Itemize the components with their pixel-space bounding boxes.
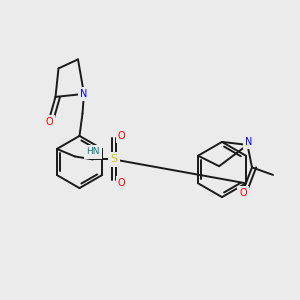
Text: O: O [239,188,247,198]
Text: N: N [245,137,253,147]
Text: O: O [118,178,125,188]
Text: S: S [110,154,118,164]
Text: O: O [46,117,53,128]
Text: HN: HN [86,147,100,156]
Text: O: O [118,131,125,141]
Text: N: N [80,89,88,99]
